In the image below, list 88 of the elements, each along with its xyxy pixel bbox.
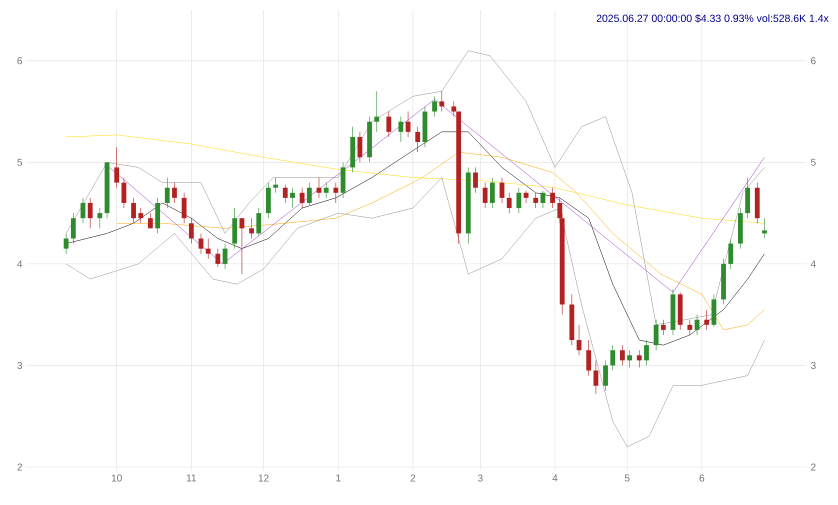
- candlestick: [249, 218, 254, 239]
- y-tick-label: 4: [17, 260, 22, 268]
- candlestick: [97, 208, 102, 229]
- candlestick: [627, 350, 632, 368]
- candlestick: [88, 198, 93, 229]
- x-tick-label: 2: [410, 474, 416, 482]
- candlestick: [540, 190, 546, 208]
- candlestick: [290, 187, 295, 208]
- candlestick: [603, 360, 608, 392]
- y-tick-label: 2: [17, 464, 22, 470]
- candlestick: [524, 190, 528, 204]
- candlestick: [273, 177, 278, 194]
- line-series: [66, 134, 765, 224]
- candlestick: [620, 344, 625, 366]
- candlestick: [415, 126, 420, 152]
- candlestick: [704, 309, 710, 330]
- candlestick: [694, 314, 700, 336]
- candlestick: [660, 319, 666, 336]
- candlestick: [636, 350, 642, 368]
- candlestick: [172, 182, 177, 204]
- candlestick: [256, 208, 262, 236]
- x-tick-label: 12: [258, 474, 269, 482]
- y2-tick-label: 5: [810, 158, 816, 166]
- chart-title: 2025.06.27 00:00:00 $4.33 0.93% vol:528.6K 1.4x: [596, 14, 829, 23]
- x-tick-label: 3: [478, 474, 483, 482]
- candlestick: [439, 90, 444, 112]
- candlestick: [80, 198, 86, 224]
- candlestick: [148, 212, 153, 229]
- candlestick: [516, 187, 522, 214]
- y2-tick-label: 6: [811, 57, 816, 64]
- candlestick: [644, 340, 649, 366]
- line-series: [66, 177, 765, 447]
- x-tick-label: 10: [112, 474, 122, 482]
- line-series: [116, 152, 765, 330]
- candlestick: [406, 111, 410, 138]
- candlestick: [482, 182, 488, 208]
- x-tick-label: 1: [336, 474, 341, 482]
- candlestick: [762, 218, 767, 239]
- candlestick: [386, 111, 392, 138]
- candlestick: [138, 208, 144, 224]
- candlestick: [550, 187, 555, 208]
- candlestick: [451, 101, 456, 117]
- candlestick: [728, 238, 734, 270]
- candlestick: [324, 182, 329, 198]
- candlestick: [222, 243, 228, 270]
- candlestick: [576, 324, 582, 356]
- candlestick: [473, 167, 478, 194]
- candlestick: [594, 360, 598, 394]
- candlestick: [70, 212, 76, 244]
- candlestick: [333, 182, 338, 204]
- candlestick: [316, 177, 322, 198]
- x-tick-label: 4: [552, 474, 558, 482]
- candlestick: [300, 187, 305, 208]
- candlestick: [398, 116, 404, 142]
- line-series: [106, 99, 765, 293]
- x-tick-label: 6: [700, 474, 704, 482]
- candlestick: [306, 182, 312, 206]
- candlestick: [182, 192, 187, 224]
- candlestick: [198, 233, 204, 254]
- candlestick: [500, 177, 504, 204]
- y2-tick-label: 4: [810, 260, 816, 268]
- candlestick: [282, 184, 288, 204]
- y-tick-label: 6: [17, 57, 22, 64]
- y-tick-label: 3: [17, 362, 22, 369]
- candlestick: [586, 340, 592, 376]
- candlestick: [164, 177, 170, 208]
- candlestick: [122, 177, 126, 208]
- candlestick: [533, 192, 538, 208]
- candlestick: [610, 344, 616, 371]
- candlestick: [188, 218, 194, 244]
- candlestick: [374, 90, 380, 132]
- candlestick: [131, 198, 136, 224]
- candlestick: [506, 192, 512, 214]
- y-tick-label: 5: [17, 158, 22, 166]
- candlestick: [358, 132, 362, 163]
- y2-tick-label: 3: [810, 362, 816, 369]
- x-tick-label: 5: [624, 474, 630, 482]
- x-tick-label: 11: [186, 474, 196, 482]
- candlestick: [64, 233, 69, 254]
- candlestick: [432, 96, 437, 117]
- candlestick: [240, 218, 244, 274]
- candlestick: [206, 238, 211, 260]
- y2-tick-label: 2: [811, 464, 816, 470]
- candlestick: [490, 177, 495, 208]
- candlestick: [687, 319, 692, 336]
- candlestick: [114, 146, 120, 188]
- candlestick: [215, 248, 220, 268]
- candlestick: [654, 319, 659, 351]
